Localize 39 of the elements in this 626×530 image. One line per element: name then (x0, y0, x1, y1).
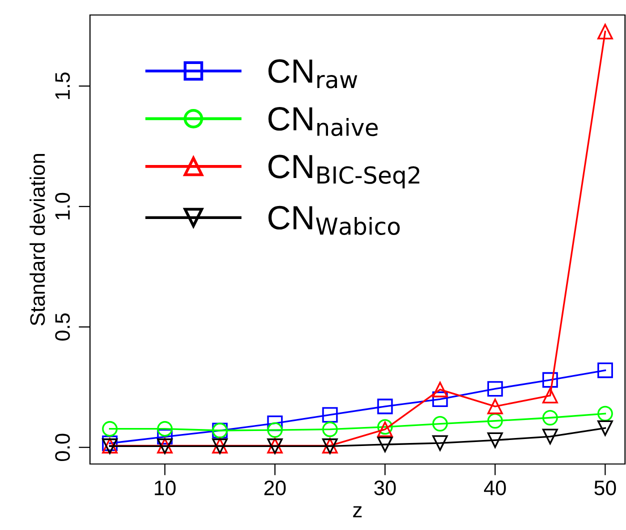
point (487, 398, 503, 414)
point (597, 420, 613, 436)
point (157, 421, 173, 437)
point (597, 406, 613, 422)
point (377, 436, 393, 452)
legend-label: CN$_{naive}$ (268, 107, 378, 136)
point (157, 429, 173, 445)
point (432, 416, 448, 432)
point (322, 407, 338, 423)
x-tick-label: 40 (484, 480, 506, 496)
point (487, 413, 503, 429)
x-tick-label: 10 (154, 480, 176, 496)
y-tick-label: 1.0 (55, 192, 70, 220)
x-axis-title: z (353, 506, 362, 518)
point (487, 432, 503, 448)
point (432, 435, 448, 451)
point (542, 372, 558, 388)
point (542, 428, 558, 444)
point (542, 388, 558, 404)
point (487, 381, 503, 397)
point (102, 421, 118, 437)
point (377, 398, 393, 414)
point (267, 422, 283, 438)
legend-label: CN$_{Wabico}$ (268, 206, 400, 236)
point (432, 391, 448, 407)
x-tick-label: 30 (374, 480, 396, 496)
point (597, 24, 613, 40)
legend-label: CN$_{raw}$ (268, 59, 358, 88)
point (322, 422, 338, 438)
y-axis-title: Standard deviation (30, 154, 45, 326)
y-tick-label: 0.5 (55, 313, 70, 341)
point (432, 382, 448, 398)
point (542, 410, 558, 426)
point (597, 362, 613, 378)
y-tick-label: 0.0 (55, 434, 70, 462)
x-tick-label: 20 (264, 480, 286, 496)
y-tick-label: 1.5 (55, 72, 70, 99)
legend-label: CN$_{BIC-Seq2}$ (268, 154, 420, 188)
x-tick-label: 50 (594, 480, 616, 496)
